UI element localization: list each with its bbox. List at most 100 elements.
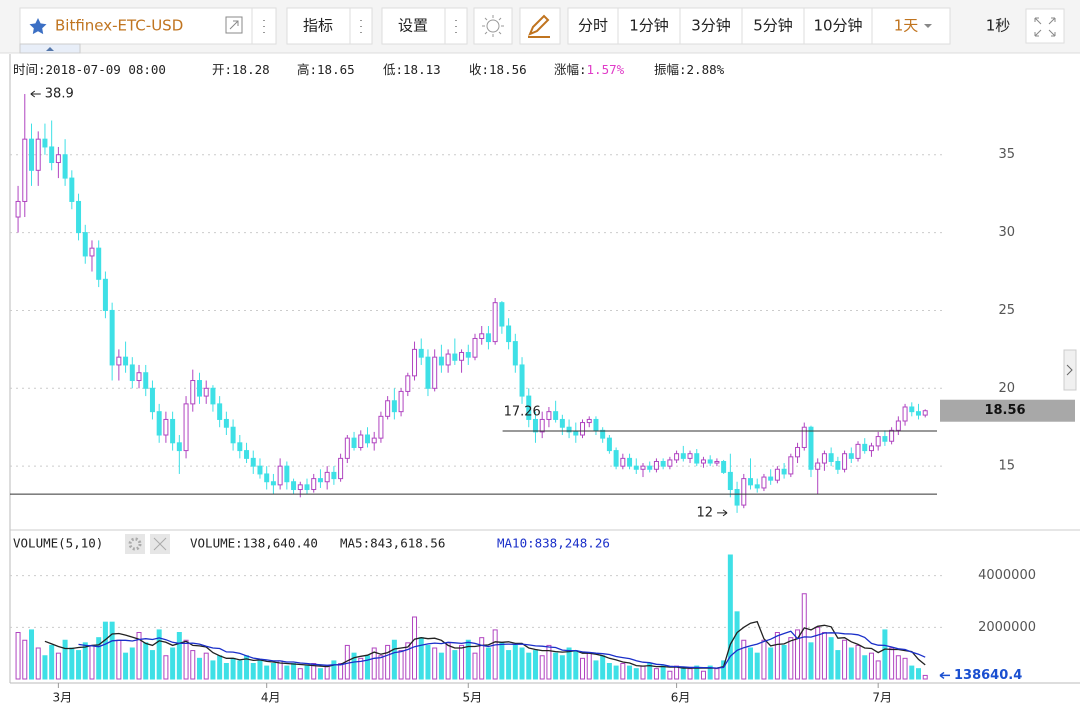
candle-body [506, 325, 512, 343]
scroll-handle[interactable] [1063, 349, 1077, 391]
candle-body [862, 443, 868, 452]
high-arrow [30, 90, 41, 98]
candle-body [418, 348, 424, 358]
x-tick-label: 3月 [53, 691, 73, 705]
candle-body [573, 431, 579, 436]
volume-bar [586, 652, 592, 680]
low-label: 12 [697, 505, 714, 520]
volume-bar [317, 668, 323, 680]
volume-bar [694, 665, 700, 680]
volume-bar [284, 665, 290, 680]
volume-bar [835, 650, 841, 680]
candle-body [606, 437, 612, 452]
candle-body [170, 418, 176, 444]
volume-bar [76, 650, 82, 680]
y-tick-label: 30 [998, 225, 1015, 240]
candle-body [338, 457, 344, 480]
volume-bar [291, 663, 297, 680]
period-btn[interactable] [567, 7, 619, 45]
candle-body [647, 465, 653, 470]
volume-bar [593, 660, 599, 680]
candle-body [479, 333, 485, 339]
candle-body [317, 478, 323, 483]
info-label: 开: [212, 62, 232, 77]
popout-icon[interactable] [225, 16, 243, 34]
volume-bar [559, 655, 565, 680]
volume-bar [196, 657, 202, 680]
candle-body [149, 387, 155, 413]
candle-body [868, 445, 874, 452]
fullscreen-btn[interactable] [1025, 8, 1065, 44]
menu-dots[interactable] [251, 7, 277, 45]
candle-body [89, 247, 95, 257]
candle-body [190, 380, 196, 405]
y-tick-label: 25 [998, 303, 1015, 318]
candle-body [42, 138, 48, 148]
candle-body [364, 434, 370, 444]
candle-body [694, 453, 700, 464]
candle-body [553, 411, 559, 420]
volume-bar [714, 668, 720, 680]
candle-body [734, 489, 740, 506]
candle-body [29, 138, 35, 171]
volume-bar [264, 665, 270, 680]
volume-bar [512, 644, 518, 680]
candle-body [633, 465, 639, 470]
period-btn[interactable] [871, 7, 951, 45]
candle-body [526, 395, 532, 420]
volume-bar [109, 621, 115, 680]
last-price-box [940, 399, 1075, 422]
candle-body [613, 450, 619, 467]
period-btn[interactable] [617, 7, 681, 45]
candle-body [667, 459, 673, 467]
volume-bar [862, 655, 868, 680]
candle-body [324, 471, 330, 483]
candle-body [412, 348, 418, 377]
volume-bar [721, 660, 727, 680]
period-label: 10分钟 [813, 17, 862, 35]
candle-body [405, 375, 411, 392]
x-tick-label: 4月 [261, 691, 281, 705]
period-label: 3分钟 [691, 17, 731, 35]
candle-body [116, 356, 122, 366]
volume-bar [600, 655, 606, 680]
candle-body [196, 380, 202, 397]
draw-btn[interactable] [519, 7, 561, 45]
candle-body [768, 476, 774, 481]
y-tick-label: 2000000 [978, 620, 1036, 635]
volume-bar [452, 650, 458, 680]
volume-bar [875, 660, 881, 680]
symbol-box[interactable] [19, 7, 253, 45]
low-arrow [717, 509, 728, 517]
volume-bar [311, 663, 317, 680]
volume-readout: VOLUME:138,640.40 [190, 536, 318, 551]
gear-btn[interactable] [125, 534, 145, 554]
volume-bar [748, 647, 754, 680]
volume-bar [391, 639, 397, 680]
theme-btn[interactable] [473, 7, 513, 45]
volume-bar [82, 642, 88, 680]
candle-body [371, 437, 377, 444]
volume-bar [223, 663, 229, 680]
volume-bar [190, 650, 196, 680]
volume-readout: MA10:838,248.26 [497, 536, 610, 551]
volume-bar [606, 663, 612, 680]
candle-body [795, 446, 801, 458]
candle-body [217, 403, 223, 420]
indicator-btn[interactable] [286, 7, 351, 45]
volume-bar [653, 668, 659, 680]
volume-bar [761, 639, 767, 680]
speed[interactable]: 1秒 [986, 17, 1011, 35]
candle-body [512, 341, 518, 366]
period-btn[interactable] [679, 7, 743, 45]
info-label: 低: [383, 62, 403, 77]
volume-bar [768, 647, 774, 680]
volume-bar [627, 665, 633, 680]
volume-bar [667, 670, 673, 680]
period-btn[interactable] [741, 7, 805, 45]
y-tick-label: 35 [998, 147, 1015, 162]
volume-bar [506, 650, 512, 680]
star-icon[interactable] [29, 18, 47, 35]
volume-bar [432, 647, 438, 680]
period-label: 1天 [894, 17, 919, 35]
